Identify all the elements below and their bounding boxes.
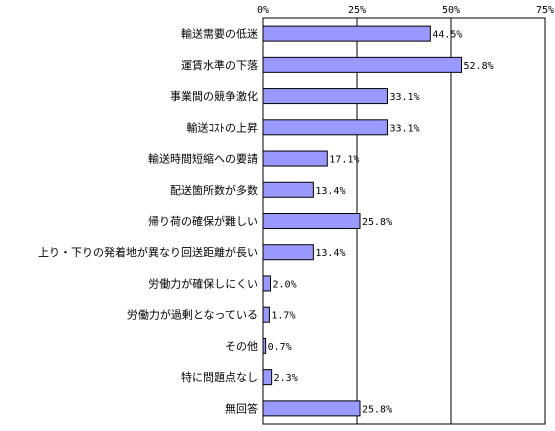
data-label: 25.8% (362, 404, 392, 415)
x-tick-label: 50% (442, 5, 460, 16)
category-label: 労働力が確保しにくい (148, 276, 258, 290)
bar (262, 119, 388, 136)
bar (262, 244, 314, 261)
data-label: 44.5% (432, 30, 462, 41)
data-label: 25.8% (362, 217, 392, 228)
bar (262, 181, 314, 198)
bar (262, 88, 388, 105)
bar (262, 56, 463, 73)
x-tick-label: 75% (536, 5, 554, 16)
bar (262, 337, 267, 354)
bar (262, 369, 273, 386)
data-label: 0.7% (268, 342, 292, 353)
category-label: 配送箇所数が多数 (170, 183, 258, 197)
data-label: 13.4% (315, 248, 345, 259)
category-label: 運賃水準の下落 (181, 58, 258, 72)
data-label: 52.8% (464, 61, 494, 72)
category-label: 輸送時間短縮への要請 (148, 152, 258, 166)
data-label: 17.1% (329, 155, 359, 166)
bar (262, 400, 361, 417)
bar (262, 150, 328, 167)
category-label: 事業間の競争激化 (170, 89, 258, 103)
category-label: 無回答 (225, 401, 258, 415)
category-label: 労働力が過剰となっている (127, 308, 258, 322)
x-tick-label: 0% (257, 5, 269, 16)
data-label: 2.3% (274, 373, 298, 384)
bar (262, 275, 272, 292)
category-label: 帰り荷の確保が難しい (148, 214, 258, 228)
x-tick-label: 25% (348, 5, 366, 16)
data-label: 13.4% (315, 186, 345, 197)
data-label: 33.1% (389, 92, 419, 103)
data-label: 33.1% (389, 123, 419, 134)
data-label: 1.7% (271, 311, 295, 322)
data-label: 2.0% (273, 279, 297, 290)
bar (262, 306, 270, 323)
category-label: 上り・下りの発着地が異なり回送距離が長い (38, 245, 258, 259)
category-label: 輸送需要の低迷 (181, 27, 258, 41)
bar (262, 25, 431, 42)
category-label: 特に問題点なし (181, 370, 258, 384)
category-label: その他 (225, 340, 258, 353)
bar (262, 213, 361, 229)
category-label: 輸送ｺｽﾄの上昇 (187, 120, 259, 134)
